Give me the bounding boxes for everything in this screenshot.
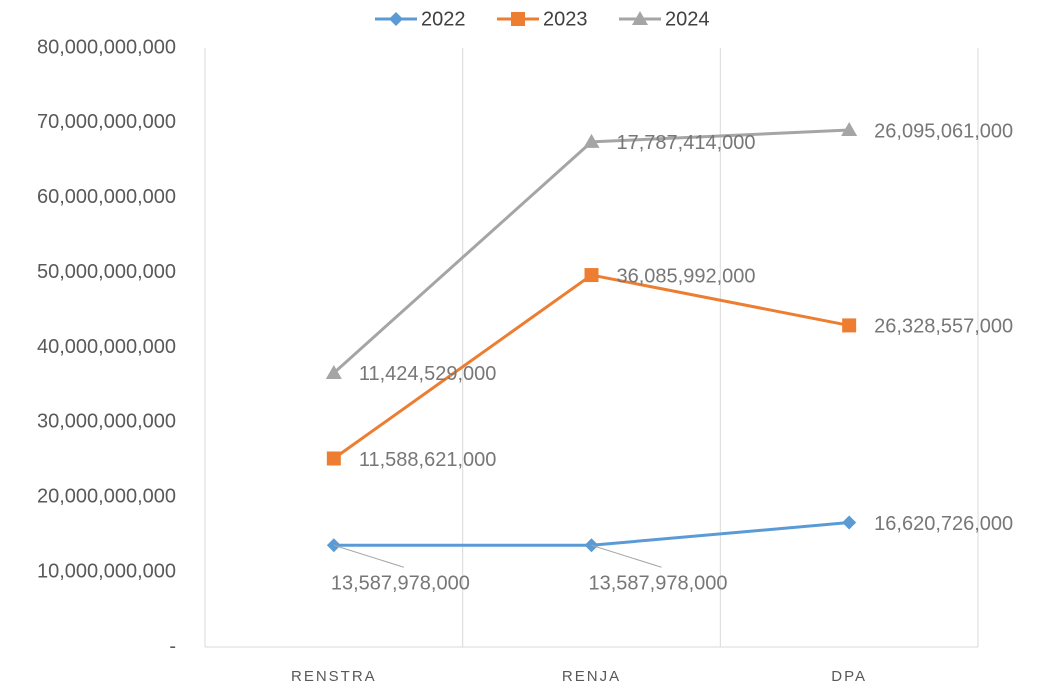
series-line <box>332 128 850 375</box>
marker <box>842 515 857 530</box>
y-tick-label: 70,000,000,000 <box>37 111 176 133</box>
data-label: 26,328,557,000 <box>874 316 1013 338</box>
y-tick-label: 80,000,000,000 <box>37 36 176 58</box>
marker <box>583 133 600 148</box>
legend-marker <box>511 12 525 26</box>
marker <box>326 451 341 466</box>
y-tick-label: 60,000,000,000 <box>37 186 176 208</box>
marker <box>841 122 858 137</box>
y-tick-label: 30,000,000,000 <box>37 411 176 433</box>
data-label: 11,588,621,000 <box>359 449 497 471</box>
data-label: 17,787,414,000 <box>617 132 756 154</box>
data-label: 26,095,061,000 <box>874 120 1013 142</box>
leader-line <box>333 544 404 568</box>
legend-label: 2022 <box>421 8 466 30</box>
data-label: 36,085,992,000 <box>617 265 756 287</box>
marker <box>842 318 857 333</box>
y-tick-label: 40,000,000,000 <box>37 336 176 358</box>
x-tick-label: RENSTRA <box>291 668 377 685</box>
marker <box>584 268 599 283</box>
data-label: 16,620,726,000 <box>874 513 1013 535</box>
y-tick-label: - <box>169 635 176 657</box>
x-tick-label: RENJA <box>562 668 621 685</box>
x-tick-label: DPA <box>831 668 867 685</box>
y-tick-label: 50,000,000,000 <box>37 261 176 283</box>
data-label: 13,587,978,000 <box>589 573 728 595</box>
y-tick-label: 10,000,000,000 <box>37 560 176 582</box>
marker <box>325 364 342 379</box>
leader-line <box>591 544 662 568</box>
legend-marker <box>389 12 403 26</box>
legend-label: 2024 <box>665 8 710 30</box>
y-tick-label: 20,000,000,000 <box>37 486 176 508</box>
legend-label: 2023 <box>543 8 588 30</box>
legend-marker <box>632 11 648 25</box>
data-label: 13,587,978,000 <box>331 573 470 595</box>
data-label: 11,424,529,000 <box>359 363 497 385</box>
